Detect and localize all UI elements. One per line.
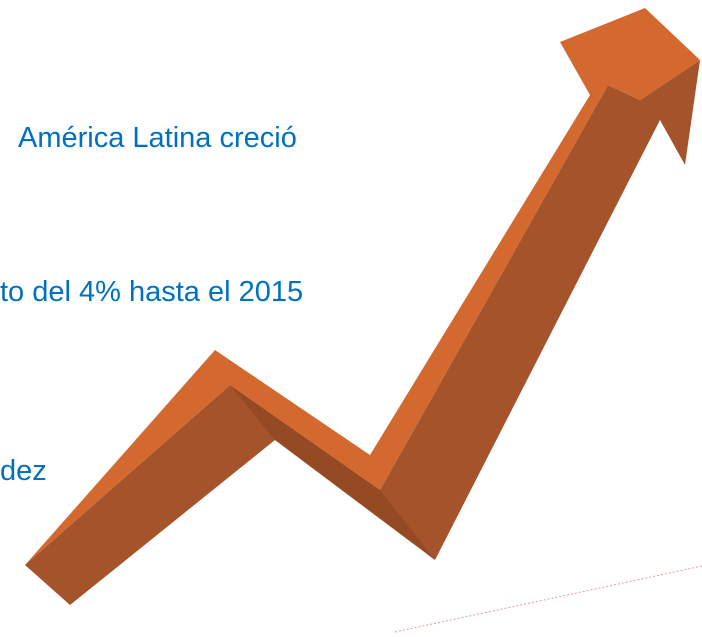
arrow-side xyxy=(25,60,700,605)
arrow-top xyxy=(25,8,700,565)
text-line: dez xyxy=(0,455,47,487)
text-line: América Latina creció xyxy=(18,122,297,154)
arrow-shade xyxy=(230,385,435,560)
text-line: to del 4% hasta el 2015 xyxy=(0,276,304,308)
slide-edge xyxy=(394,565,702,633)
